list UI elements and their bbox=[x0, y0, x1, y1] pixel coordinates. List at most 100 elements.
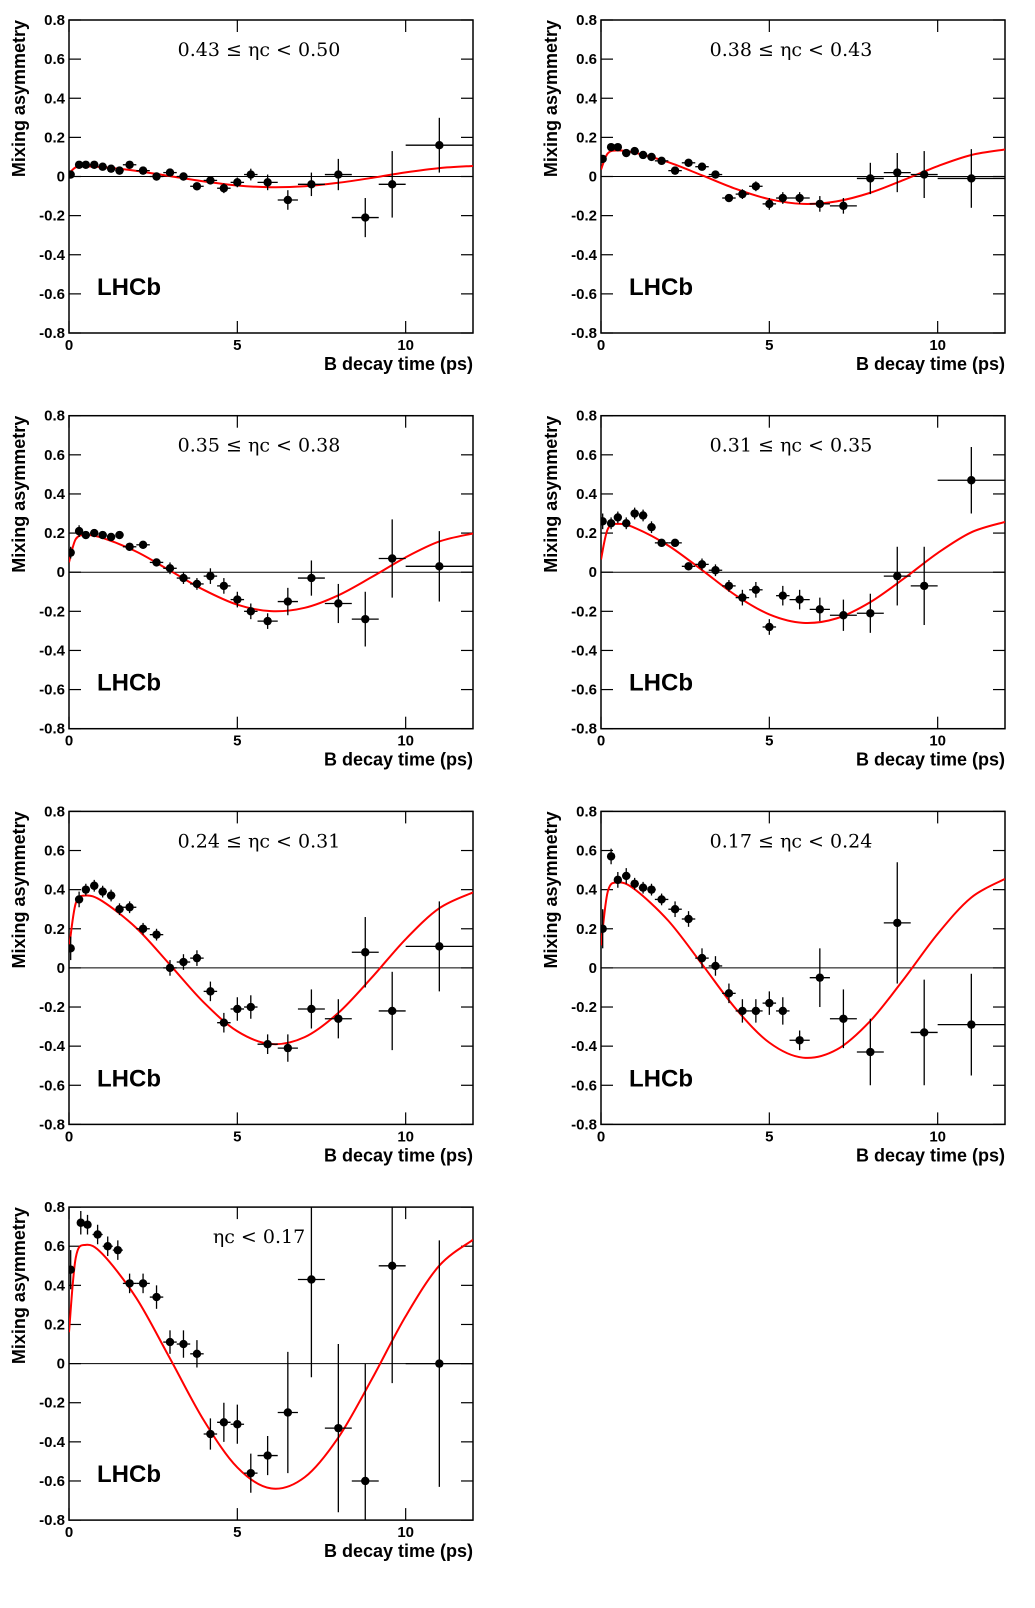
data-point bbox=[601, 517, 607, 526]
data-point bbox=[334, 1014, 343, 1023]
fit-curve bbox=[601, 520, 1005, 625]
data-point bbox=[334, 1423, 343, 1433]
y-tick-label: -0.4 bbox=[39, 1038, 66, 1055]
data-point bbox=[192, 953, 202, 963]
data-point bbox=[283, 597, 293, 606]
data-point bbox=[138, 166, 148, 175]
data-point bbox=[613, 142, 623, 152]
y-tick-label: -0.2 bbox=[39, 999, 65, 1016]
data-point bbox=[165, 963, 175, 973]
plot-area bbox=[69, 117, 473, 238]
data-point bbox=[751, 182, 761, 191]
x-tick-label: 10 bbox=[397, 1524, 414, 1541]
y-axis-label: Mixing asymmetry bbox=[9, 20, 29, 177]
data-point bbox=[711, 566, 720, 575]
x-tick-label: 0 bbox=[65, 337, 73, 354]
data-point bbox=[866, 609, 875, 618]
y-tick-label: 0.2 bbox=[576, 129, 597, 146]
data-point bbox=[795, 1036, 804, 1045]
y-tick-label: 0.6 bbox=[576, 51, 597, 68]
data-point bbox=[670, 538, 680, 548]
x-tick-label: 0 bbox=[65, 1128, 73, 1145]
y-tick-label: 0.2 bbox=[44, 525, 65, 542]
data-point bbox=[778, 193, 787, 203]
y-tick-label: 0.4 bbox=[576, 882, 598, 899]
data-point bbox=[115, 530, 124, 540]
data-point bbox=[920, 581, 929, 591]
y-tick-label: -0.4 bbox=[39, 642, 66, 659]
x-tick-label: 5 bbox=[765, 733, 773, 750]
panel-title: 0.24 ≤ ηc < 0.31 bbox=[178, 830, 341, 852]
y-tick-label: -0.8 bbox=[39, 1116, 65, 1133]
data-point bbox=[866, 174, 875, 183]
data-point bbox=[839, 1014, 848, 1023]
data-point bbox=[81, 160, 91, 169]
data-point bbox=[751, 585, 761, 595]
data-point bbox=[125, 160, 134, 169]
data-point bbox=[638, 883, 648, 892]
data-point bbox=[74, 160, 84, 169]
data-point bbox=[724, 989, 734, 998]
data-point bbox=[839, 611, 848, 620]
y-tick-label: 0.8 bbox=[44, 408, 65, 425]
data-point bbox=[69, 548, 75, 557]
y-axis-label: Mixing asymmetry bbox=[541, 20, 561, 177]
y-tick-label: -0.2 bbox=[39, 1395, 65, 1412]
x-tick-label: 10 bbox=[929, 733, 946, 750]
data-point bbox=[219, 1418, 229, 1427]
data-point bbox=[179, 172, 188, 181]
data-point bbox=[246, 1002, 255, 1012]
y-tick-label: -0.4 bbox=[571, 247, 598, 264]
data-point bbox=[90, 881, 99, 890]
y-tick-label: 0 bbox=[57, 564, 65, 581]
experiment-label: LHCb bbox=[97, 1065, 161, 1092]
y-tick-label: -0.8 bbox=[39, 325, 65, 342]
data-point bbox=[630, 509, 639, 518]
x-tick-label: 10 bbox=[397, 1128, 414, 1145]
data-point bbox=[606, 142, 616, 152]
y-tick-label: -0.4 bbox=[39, 247, 66, 264]
data-point bbox=[893, 918, 902, 928]
data-point bbox=[638, 150, 648, 160]
y-tick-label: -0.6 bbox=[39, 1473, 65, 1490]
y-tick-label: 0 bbox=[57, 960, 65, 977]
y-tick-label: 0.8 bbox=[576, 408, 597, 425]
data-point bbox=[670, 166, 680, 175]
y-axis-label: Mixing asymmetry bbox=[9, 811, 29, 968]
data-point bbox=[283, 1043, 293, 1053]
y-axis-label: Mixing asymmetry bbox=[541, 416, 561, 573]
y-tick-label: -0.2 bbox=[571, 999, 597, 1016]
data-point bbox=[69, 170, 75, 179]
data-point bbox=[307, 180, 316, 189]
y-tick-label: -0.6 bbox=[571, 286, 597, 303]
data-point bbox=[81, 885, 91, 894]
x-tick-label: 0 bbox=[597, 733, 605, 750]
data-point bbox=[795, 595, 804, 604]
data-point bbox=[233, 1420, 242, 1429]
data-point bbox=[307, 573, 316, 583]
data-point bbox=[179, 573, 188, 583]
data-point bbox=[138, 540, 148, 550]
y-tick-label: 0.6 bbox=[576, 843, 597, 860]
data-point bbox=[263, 616, 272, 626]
y-tick-label: -0.8 bbox=[571, 721, 597, 738]
y-tick-label: 0 bbox=[589, 169, 597, 186]
y-tick-label: 0.4 bbox=[576, 486, 598, 503]
data-point bbox=[246, 607, 255, 616]
x-axis-label: B decay time (ps) bbox=[324, 750, 473, 770]
y-tick-label: 0.2 bbox=[44, 921, 65, 938]
y-tick-label: -0.2 bbox=[39, 208, 65, 225]
data-point bbox=[93, 1230, 102, 1239]
data-point bbox=[192, 1349, 202, 1359]
y-tick-label: 0.2 bbox=[44, 129, 65, 146]
plot-area bbox=[601, 848, 1005, 1086]
panel-title: 0.17 ≤ ηc < 0.24 bbox=[710, 830, 873, 852]
plot-area bbox=[69, 1207, 473, 1521]
data-point bbox=[601, 924, 607, 933]
data-point bbox=[138, 924, 148, 933]
y-tick-label: -0.6 bbox=[39, 1077, 65, 1094]
data-point bbox=[920, 170, 929, 179]
data-point bbox=[219, 581, 229, 591]
data-point bbox=[630, 879, 639, 888]
plot-area bbox=[601, 447, 1005, 635]
